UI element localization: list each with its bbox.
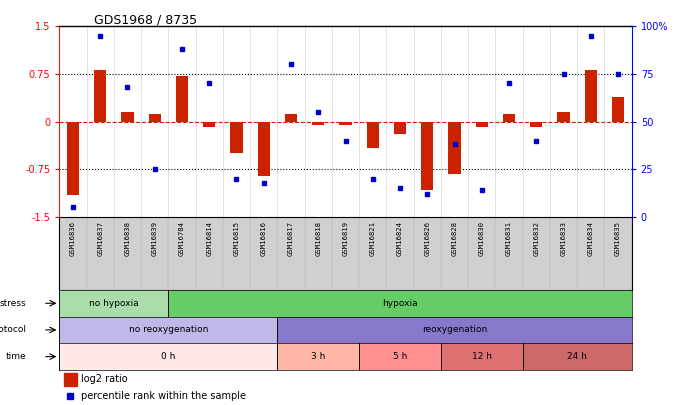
Text: GSM16828: GSM16828 <box>452 221 457 256</box>
Bar <box>585 70 597 122</box>
Bar <box>67 122 79 195</box>
Text: GSM16837: GSM16837 <box>97 221 103 256</box>
Text: GSM16814: GSM16814 <box>206 221 212 256</box>
Bar <box>121 112 133 122</box>
Text: GSM16818: GSM16818 <box>315 221 321 256</box>
Bar <box>503 114 515 121</box>
Text: GSM16833: GSM16833 <box>560 221 567 256</box>
Text: reoxygenation: reoxygenation <box>422 326 487 335</box>
Bar <box>366 122 379 148</box>
Bar <box>94 70 106 122</box>
Text: GSM16824: GSM16824 <box>397 221 403 256</box>
Text: 3 h: 3 h <box>311 352 325 361</box>
Text: GSM16815: GSM16815 <box>234 221 239 256</box>
Text: 12 h: 12 h <box>472 352 492 361</box>
Bar <box>149 114 161 121</box>
Bar <box>530 122 542 127</box>
Text: GSM16834: GSM16834 <box>588 221 594 256</box>
Text: GSM16832: GSM16832 <box>533 221 540 256</box>
Text: GSM16835: GSM16835 <box>615 221 621 256</box>
Bar <box>448 122 461 174</box>
Bar <box>203 122 216 127</box>
Text: GSM16819: GSM16819 <box>343 221 348 256</box>
Text: 24 h: 24 h <box>567 352 587 361</box>
Text: GSM16784: GSM16784 <box>179 221 185 256</box>
Bar <box>176 76 188 122</box>
Text: 5 h: 5 h <box>393 352 407 361</box>
Bar <box>475 122 488 127</box>
Bar <box>312 122 325 125</box>
Bar <box>421 122 433 190</box>
Text: GSM16836: GSM16836 <box>70 221 76 256</box>
Text: GSM16839: GSM16839 <box>151 221 158 256</box>
Text: GSM16817: GSM16817 <box>288 221 294 256</box>
Bar <box>285 114 297 121</box>
Text: no hypoxia: no hypoxia <box>89 299 139 308</box>
Text: no reoxygenation: no reoxygenation <box>128 326 208 335</box>
Text: protocol: protocol <box>0 326 27 335</box>
Bar <box>64 373 77 386</box>
Bar <box>558 112 570 122</box>
Text: percentile rank within the sample: percentile rank within the sample <box>81 391 246 401</box>
Text: GSM16831: GSM16831 <box>506 221 512 256</box>
Text: GSM16830: GSM16830 <box>479 221 485 256</box>
Text: GSM16838: GSM16838 <box>124 221 131 256</box>
Text: time: time <box>6 352 27 361</box>
Text: GSM16821: GSM16821 <box>370 221 376 256</box>
Text: GSM16826: GSM16826 <box>424 221 430 256</box>
Bar <box>394 122 406 134</box>
Text: 0 h: 0 h <box>161 352 175 361</box>
Bar <box>612 98 624 121</box>
Bar <box>230 122 243 153</box>
Text: GSM16816: GSM16816 <box>261 221 267 256</box>
Bar <box>339 122 352 125</box>
Text: log2 ratio: log2 ratio <box>81 374 128 384</box>
Bar <box>258 122 270 176</box>
Text: stress: stress <box>0 299 27 308</box>
Text: hypoxia: hypoxia <box>383 299 418 308</box>
Text: GDS1968 / 8735: GDS1968 / 8735 <box>94 13 197 26</box>
